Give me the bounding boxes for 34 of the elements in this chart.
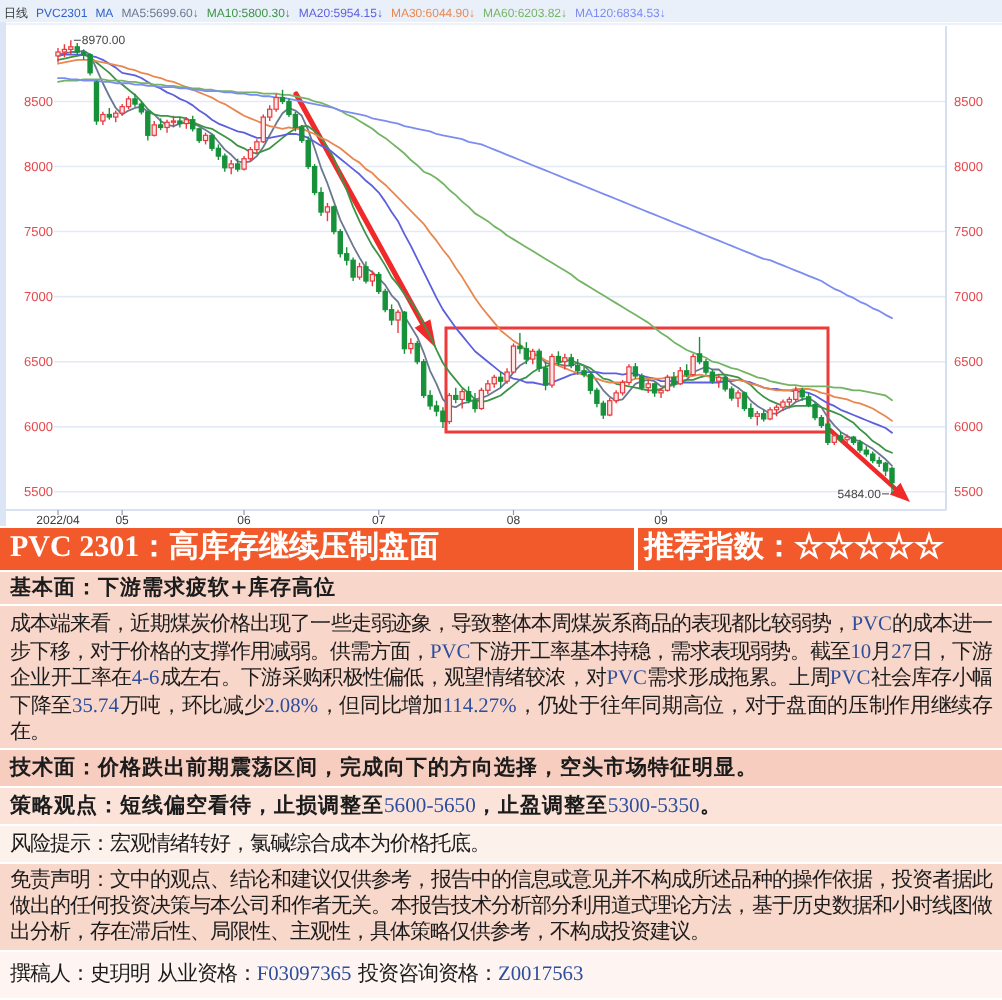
candlestick	[825, 420, 831, 446]
candlestick	[87, 52, 93, 77]
candlestick	[549, 353, 555, 389]
candlestick	[363, 260, 369, 285]
text: 技术面：价格跌出前期震荡区间，完成向下的方向选择，空头市场特征明显。	[0, 748, 1002, 786]
candlestick	[145, 109, 151, 142]
candlestick	[324, 202, 331, 222]
candlestick	[690, 353, 696, 377]
candlestick	[677, 366, 683, 386]
candlestick	[68, 39, 74, 56]
candlestick	[472, 392, 478, 414]
candlestick	[93, 79, 100, 126]
text: 基本面：下游需求疲软+库存高位	[0, 570, 1002, 604]
candlestick	[562, 353, 568, 371]
candlestick	[222, 152, 228, 173]
candlestick	[889, 466, 895, 495]
text: 撰稿人：史玥明 从业资格：F03097365 投资咨询资格：Z0017563	[0, 950, 1002, 998]
text: 免责声明：文中的观点、结论和建议仅供参考，报告中的信息或意见并不构成所述品种的操作依据，投资者据此做出的任何投资决策与本公司和作者无关。本报告技术分析部分利用道式理论方法，基于历史数据和小时线图做出分析，存在滞后性、局限性、主观性，具体策略仅供参考，不构成投资建议。	[0, 862, 1002, 950]
text: 推荐指数：☆☆☆☆☆	[644, 528, 944, 568]
candlestick	[812, 401, 818, 421]
candlestick	[408, 337, 414, 355]
text: PVC 2301：高库存继续压制盘面	[10, 528, 440, 568]
text: 成本端来看，近期煤炭价格出现了一些走弱迹象，导致整体本周煤炭系商品的表现都比较弱势，PVC的成本进一步下移，对于价格的支撑作用减弱。供需方面，PVC下游开工率基本持稳，需求表现弱势。截至10月27日，下游企业开工率在4-6成左右。下游采购积极性偏低，观望情绪较浓，对PVC需求形成拖累。上周PVC社会库存小幅下降至35.74万吨，环比减少2.08%，但同比增加114.27%，仍处于往年同期高位，对于盘面的压制作用继续存在。	[10, 612, 993, 745]
candlestick	[446, 392, 453, 425]
candlestick	[459, 388, 465, 410]
candlestick	[523, 341, 530, 365]
candlestick	[440, 406, 446, 429]
text: 策略观点：短线偏空看待，止损调整至5600-5650，止盈调整至5300-5350。	[0, 786, 1002, 824]
candlestick	[395, 308, 401, 334]
text: 风险提示：宏观情绪转好，氯碱综合成本为价格托底。	[0, 824, 1002, 862]
line-series	[57, 77, 893, 320]
candlestick	[273, 92, 279, 113]
candlestick	[401, 310, 408, 355]
candlestick	[478, 387, 485, 411]
